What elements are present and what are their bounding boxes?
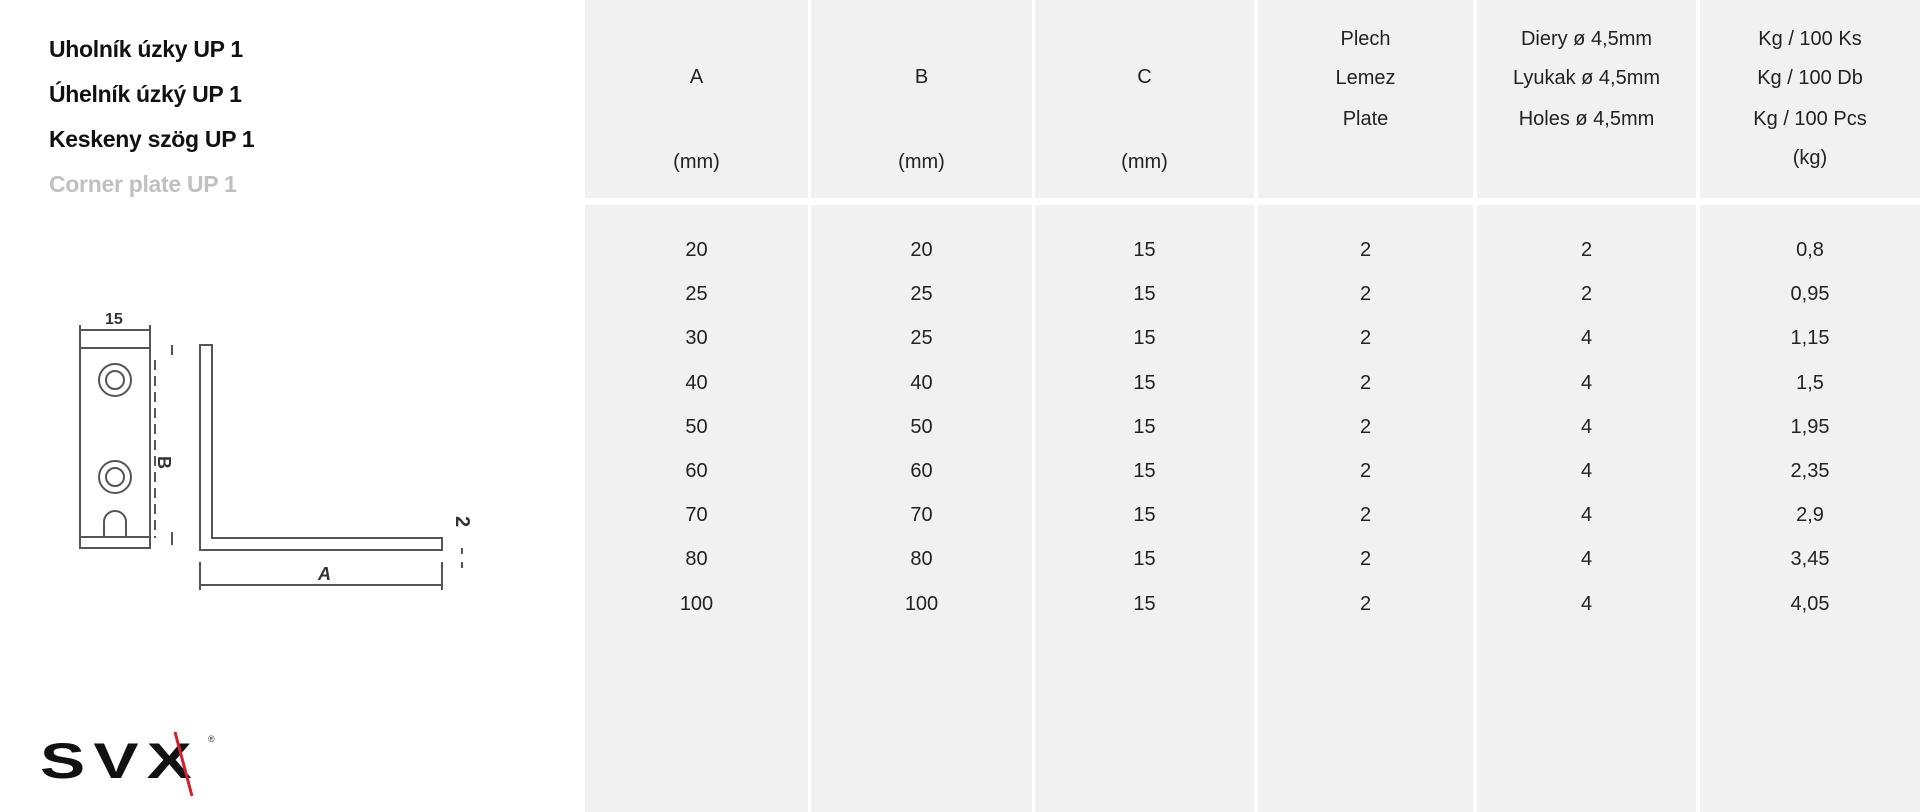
column-header-line: Lemez bbox=[1335, 67, 1396, 89]
table-cell: 50 bbox=[685, 415, 708, 438]
svg-text:SVX: SVX bbox=[40, 733, 200, 789]
table-cell: 2 bbox=[1580, 239, 1593, 261]
column-header: Diery ø 4,5mm Lyukak ø 4,5mm Holes ø 4,5mm bbox=[1477, 0, 1696, 198]
table-cell: 15 bbox=[1133, 548, 1156, 571]
table-cell: 20 bbox=[910, 239, 933, 261]
column-header-line: Holes ø 4,5mm bbox=[1518, 108, 1655, 130]
table-cell: 4 bbox=[1580, 504, 1593, 527]
table-cell: 70 bbox=[910, 504, 933, 527]
table-cell: 50 bbox=[910, 415, 933, 438]
table-cell: 2 bbox=[1359, 415, 1372, 438]
table-cell: 25 bbox=[910, 283, 933, 306]
table-cell: 15 bbox=[1133, 239, 1156, 261]
table-cell: 4 bbox=[1580, 460, 1593, 482]
table-cell: 2 bbox=[1359, 460, 1372, 482]
table-cell: 40 bbox=[685, 371, 708, 394]
table-cell: 2,9 bbox=[1796, 504, 1824, 527]
column-body: 15 15 15 15 15 15 15 15 15 bbox=[1035, 205, 1254, 812]
column-body: 20 25 25 40 50 60 70 80 100 bbox=[811, 205, 1032, 812]
table-cell: 80 bbox=[685, 548, 708, 571]
table-cell: 2 bbox=[1359, 371, 1372, 394]
table-cell: 15 bbox=[1133, 283, 1156, 306]
column-header: Kg / 100 Ks Kg / 100 Db Kg / 100 Pcs (kg) bbox=[1700, 0, 1920, 198]
table-cell: 2 bbox=[1359, 239, 1372, 261]
table-cell: 70 bbox=[685, 504, 708, 527]
table-cell: 0,95 bbox=[1790, 283, 1830, 306]
table-cell: 1,95 bbox=[1790, 415, 1830, 438]
table-cell: 2,35 bbox=[1790, 460, 1830, 482]
table-cell: 15 bbox=[1133, 415, 1156, 438]
title-sk: Uholník úzky UP 1 bbox=[49, 36, 243, 62]
column-body: 2 2 4 4 4 4 4 4 4 bbox=[1477, 205, 1696, 812]
table-cell: 15 bbox=[1133, 327, 1156, 350]
column-header-line: Lyukak ø 4,5mm bbox=[1512, 67, 1661, 89]
table-cell: 20 bbox=[685, 239, 708, 261]
dim-thickness-label: 2 bbox=[451, 516, 473, 527]
table-cell: 2 bbox=[1359, 283, 1372, 306]
column-header-line: (kg) bbox=[1792, 147, 1828, 169]
product-titles: Uholník úzky UP 1 Úhelník úzký UP 1 Kesk… bbox=[49, 32, 255, 212]
column-header-line: Diery ø 4,5mm bbox=[1520, 28, 1653, 50]
table-cell: 80 bbox=[910, 548, 933, 571]
table-cell: 15 bbox=[1133, 460, 1156, 482]
dim-a-label: A bbox=[317, 564, 331, 584]
table-cell: 4 bbox=[1580, 327, 1593, 350]
column-header-line: Plech bbox=[1340, 28, 1391, 50]
table-cell: 15 bbox=[1133, 504, 1156, 527]
title-cz: Úhelník úzký UP 1 bbox=[49, 81, 242, 107]
dim-b-label: B bbox=[154, 456, 174, 469]
table-cell: 4 bbox=[1580, 548, 1593, 571]
table-cell: 4 bbox=[1580, 415, 1593, 438]
column-header: B (mm) bbox=[811, 0, 1032, 198]
column-header-line: Kg / 100 Pcs bbox=[1753, 108, 1867, 130]
column-header-line: B bbox=[914, 66, 929, 88]
column-header-line: (mm) bbox=[673, 151, 720, 173]
table-cell: 2 bbox=[1359, 327, 1372, 350]
table-cell: 2 bbox=[1359, 504, 1372, 527]
table-cell: 4,05 bbox=[1790, 592, 1830, 615]
table-cell: 25 bbox=[910, 327, 933, 350]
column-header-line: Kg / 100 Db bbox=[1757, 67, 1863, 89]
column-header-line: C bbox=[1137, 66, 1152, 88]
table-cell: 100 bbox=[679, 592, 714, 615]
column-header: C (mm) bbox=[1035, 0, 1254, 198]
column-header-line: (mm) bbox=[1121, 151, 1168, 173]
table-cell: 0,8 bbox=[1796, 239, 1824, 261]
column-header: Plech Lemez Plate bbox=[1258, 0, 1473, 198]
column-header-line: A bbox=[689, 66, 704, 88]
table-cell: 15 bbox=[1133, 371, 1156, 394]
table-cell: 2 bbox=[1580, 283, 1593, 306]
column-header-line: Plate bbox=[1342, 108, 1389, 130]
table-cell: 1,5 bbox=[1796, 371, 1824, 394]
table-cell: 2 bbox=[1359, 592, 1372, 615]
table-cell: 100 bbox=[904, 592, 939, 615]
table-cell: 1,15 bbox=[1790, 327, 1830, 350]
table-cell: 60 bbox=[910, 460, 933, 482]
table-cell: 40 bbox=[910, 371, 933, 394]
table-cell: 2 bbox=[1359, 548, 1372, 571]
technical-drawing: 15 B A 2 bbox=[79, 311, 473, 590]
column-body: 20 25 30 40 50 60 70 80 100 bbox=[585, 205, 808, 812]
column-header-line: (mm) bbox=[898, 151, 945, 173]
table-cell: 3,45 bbox=[1790, 548, 1830, 571]
title-en: Corner plate UP 1 bbox=[49, 171, 237, 197]
table-cell: 15 bbox=[1133, 592, 1156, 615]
column-body: 2 2 2 2 2 2 2 2 2 bbox=[1258, 205, 1473, 812]
column-header: A (mm) bbox=[585, 0, 808, 198]
svx-logo: SVX ® bbox=[40, 731, 215, 797]
table-cell: 60 bbox=[685, 460, 708, 482]
svg-text:®: ® bbox=[208, 734, 215, 744]
column-body: 0,8 0,95 1,15 1,5 1,95 2,35 2,9 3,45 4,05 bbox=[1700, 205, 1920, 812]
table-cell: 25 bbox=[685, 283, 708, 306]
table-cell: 4 bbox=[1580, 371, 1593, 394]
column-header-line: Kg / 100 Ks bbox=[1758, 28, 1862, 50]
table-cell: 30 bbox=[685, 327, 708, 350]
table-cell: 4 bbox=[1580, 592, 1593, 615]
dim-width-label: 15 bbox=[105, 311, 123, 328]
title-hu: Keskeny szög UP 1 bbox=[49, 126, 255, 152]
